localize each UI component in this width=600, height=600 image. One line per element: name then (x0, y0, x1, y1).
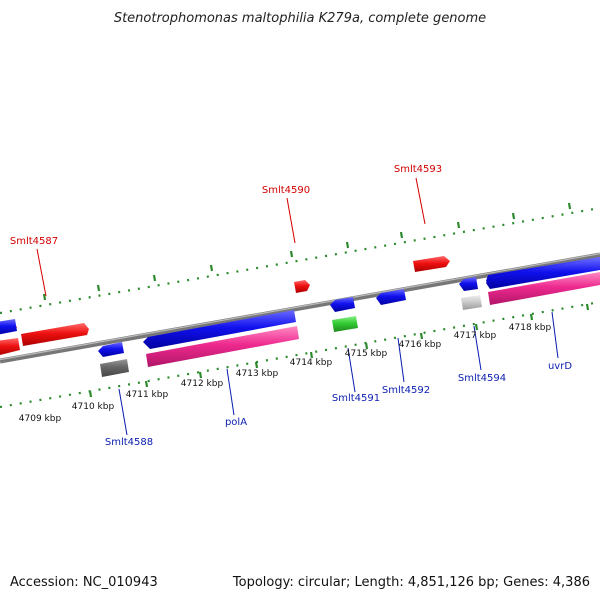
gene-label-pola[interactable]: polA (225, 417, 247, 428)
gene-label-smlt4594[interactable]: Smlt4594 (458, 373, 506, 384)
gene-label-uvrd[interactable]: uvrD (548, 361, 572, 372)
gene-arrow[interactable] (376, 289, 406, 305)
gene-label-smlt4587[interactable]: Smlt4587 (10, 236, 58, 247)
gene-arrow[interactable] (21, 323, 89, 346)
accession-text: Accession: NC_010943 (10, 575, 158, 590)
feature-box[interactable] (461, 295, 482, 310)
gene-arrow[interactable] (0, 338, 20, 356)
label-leaders (36, 177, 559, 436)
reverse-strand-genes (0, 258, 600, 357)
scale-labels: 4709 kbp 4710 kbp 4711 kbp 4712 kbp 4713… (19, 323, 552, 424)
scale-label: 4714 kbp (290, 358, 333, 368)
gene-label-smlt4592[interactable]: Smlt4592 (382, 385, 430, 396)
gene-arrow[interactable] (0, 319, 17, 335)
gene-label-smlt4588[interactable]: Smlt4588 (105, 437, 153, 448)
map-title: Stenotrophomonas maltophilia K279a, comp… (114, 11, 486, 26)
upper-scale-major-ticks (42, 202, 572, 301)
genome-backbone (0, 252, 600, 364)
gene-label-smlt4590[interactable]: Smlt4590 (262, 185, 310, 196)
feature-box[interactable] (332, 316, 358, 332)
lower-scale-track (0, 300, 600, 409)
scale-label: 4709 kbp (19, 414, 62, 424)
feature-box[interactable] (146, 326, 299, 367)
scale-label: 4710 kbp (72, 402, 115, 412)
upper-scale-track (0, 206, 600, 315)
scale-label: 4715 kbp (345, 349, 388, 359)
feature-box[interactable] (488, 272, 600, 305)
gene-label-smlt4593[interactable]: Smlt4593 (394, 164, 442, 175)
gene-arrow[interactable] (143, 310, 296, 349)
genome-summary-text: Topology: circular; Length: 4,851,126 bp… (232, 575, 590, 590)
gene-arrow[interactable] (459, 277, 478, 291)
scale-label: 4718 kbp (509, 323, 552, 333)
scale-label: 4711 kbp (126, 390, 169, 400)
scale-label: 4716 kbp (399, 340, 442, 350)
gene-label-smlt4591[interactable]: Smlt4591 (332, 393, 380, 404)
gene-arrow[interactable] (294, 280, 310, 293)
feature-boxes (100, 272, 600, 377)
scale-label: 4712 kbp (181, 379, 224, 389)
scale-label: 4717 kbp (454, 331, 497, 341)
gene-arrow[interactable] (98, 342, 124, 357)
gene-arrow[interactable] (486, 258, 600, 289)
feature-box[interactable] (100, 359, 129, 377)
scale-label: 4713 kbp (236, 369, 279, 379)
gene-arrow[interactable] (330, 297, 355, 312)
gene-arrow[interactable] (413, 256, 450, 272)
lower-scale-major-ticks (88, 303, 590, 398)
